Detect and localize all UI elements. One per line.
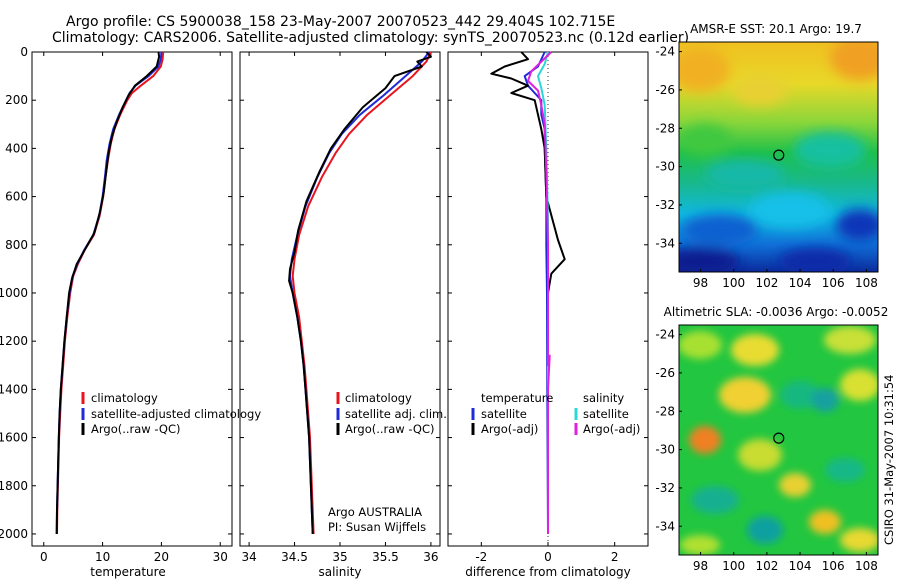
salinity-axes [239, 51, 441, 547]
y-tick-label: 0 [20, 45, 28, 59]
map-x-tick-label: 104 [789, 276, 812, 290]
salinity-panel: 34 34.5 35 35.5 36 salinity [239, 51, 441, 579]
series-line-argo [55, 51, 161, 535]
series-line-salinity-argo [527, 51, 552, 534]
argo-location-marker [773, 432, 785, 444]
y-tick-label: 1600 [0, 431, 28, 445]
figure-title-line1: Argo profile: CS 5900038_158 23-May-2007… [66, 14, 615, 30]
sla-heatmap [679, 325, 878, 555]
sst-heatmap [679, 42, 878, 272]
series-line-temperature-argo [490, 51, 566, 534]
sla-map-panel: Altimetric SLA: -0.0036 Argo: -0.0052 [655, 305, 888, 573]
pi-annotation: PI: Susan Wijffels [328, 520, 426, 534]
map-x-tick-label: 108 [855, 559, 878, 573]
y-tick-label: 1200 [0, 334, 28, 348]
legend-header-temperature: temperature [481, 391, 553, 405]
map-x-tick-label: 106 [822, 276, 845, 290]
figure-title-line2: Climatology: CARS2006. Satellite-adjuste… [52, 30, 689, 46]
x-tick-label: 30 [213, 550, 228, 564]
y-tick-label: 2000 [0, 527, 28, 541]
map-x-tick-label: 104 [789, 559, 812, 573]
temperature-legend: climatology satellite-adjusted climatolo… [81, 391, 261, 436]
temperature-panel: 0 10 20 30 0 200 400 600 800 1000 1200 1400 1600 1800… [0, 45, 233, 579]
legend-label-temp-argo: Argo(-adj) [481, 422, 538, 436]
salinity-xlabel: salinity [318, 565, 361, 579]
x-tick-label: 2 [611, 550, 619, 564]
y-tick-label: 400 [5, 141, 28, 155]
argo-program-annotation: Argo AUSTRALIA [328, 505, 422, 519]
y-tick-label: 600 [5, 190, 28, 204]
map-y-tick-label: -28 [655, 404, 675, 418]
x-tick-label: 0 [544, 550, 552, 564]
legend-label-sal-argo: Argo(-adj) [583, 422, 640, 436]
temperature-xlabel: temperature [90, 565, 165, 579]
map-x-tick-label: 102 [755, 276, 778, 290]
sst-map-title: AMSR-E SST: 20.1 Argo: 19.7 [690, 22, 862, 36]
x-tick-label: -2 [475, 550, 487, 564]
x-tick-label: 36 [423, 550, 438, 564]
temperature-axes [31, 51, 233, 547]
x-tick-label: 34 [241, 550, 256, 564]
x-tick-label: 20 [154, 550, 169, 564]
map-y-tick-label: -24 [655, 45, 675, 59]
series-line-satellite [55, 51, 163, 535]
series-line-climatology [291, 51, 432, 535]
legend-label-argo: Argo(..raw -QC) [345, 422, 435, 436]
sst-map-panel: AMSR-E SST: 20.1 Argo: 19.7 98 100 102 104 1… [655, 22, 879, 290]
difference-xlabel: difference from climatology [465, 565, 631, 579]
map-x-tick-label: 108 [855, 276, 878, 290]
legend-label-climatology: climatology [345, 391, 412, 405]
map-y-tick-label: -32 [655, 481, 675, 495]
legend-label-climatology: climatology [91, 391, 158, 405]
map-y-tick-label: -30 [655, 443, 675, 457]
y-tick-label: 200 [5, 93, 28, 107]
credit-timestamp: CSIRO 31-May-2007 10:31:54 [882, 375, 896, 546]
map-x-tick-label: 100 [722, 276, 745, 290]
series-line-argo [288, 51, 432, 535]
legend-label-temp-satellite: satellite [481, 407, 527, 421]
x-tick-label: 35.5 [372, 550, 399, 564]
x-tick-label: 35 [332, 550, 347, 564]
legend-header-salinity: salinity [583, 391, 624, 405]
map-x-tick-label: 102 [755, 559, 778, 573]
x-tick-label: 34.5 [281, 550, 308, 564]
sla-map-title: Altimetric SLA: -0.0036 Argo: -0.0052 [664, 305, 889, 319]
map-y-tick-label: -34 [655, 519, 675, 533]
map-y-tick-label: -24 [655, 328, 675, 342]
y-tick-label: 1400 [0, 382, 28, 396]
map-x-tick-label: 98 [693, 559, 708, 573]
map-y-tick-label: -34 [655, 236, 675, 250]
difference-panel: -2 0 2 difference from climatology [447, 51, 649, 579]
map-y-tick-label: -32 [655, 198, 675, 212]
argo-location-marker [773, 149, 785, 161]
map-x-tick-label: 100 [722, 559, 745, 573]
map-y-tick-label: -26 [655, 83, 675, 97]
map-x-tick-label: 98 [693, 276, 708, 290]
legend-label-satellite: satellite adj. clim. [345, 407, 447, 421]
legend-label-sal-satellite: satellite [583, 407, 629, 421]
map-x-tick-label: 106 [822, 559, 845, 573]
map-y-tick-label: -30 [655, 160, 675, 174]
salinity-legend: climatology satellite adj. clim. Argo(..… [328, 391, 447, 534]
y-tick-label: 1800 [0, 479, 28, 493]
series-line-climatology [56, 51, 165, 535]
map-y-tick-label: -26 [655, 366, 675, 380]
difference-legend: temperature satellite Argo(-adj) salinit… [471, 391, 640, 436]
map-y-tick-label: -28 [655, 121, 675, 135]
series-line-temperature-satellite [523, 51, 549, 535]
x-tick-label: 10 [95, 550, 110, 564]
legend-label-argo: Argo(..raw -QC) [91, 422, 181, 436]
legend-label-satellite: satellite-adjusted climatology [91, 407, 261, 421]
y-tick-label: 1000 [0, 286, 28, 300]
y-tick-label: 800 [5, 238, 28, 252]
x-tick-label: 0 [40, 550, 48, 564]
